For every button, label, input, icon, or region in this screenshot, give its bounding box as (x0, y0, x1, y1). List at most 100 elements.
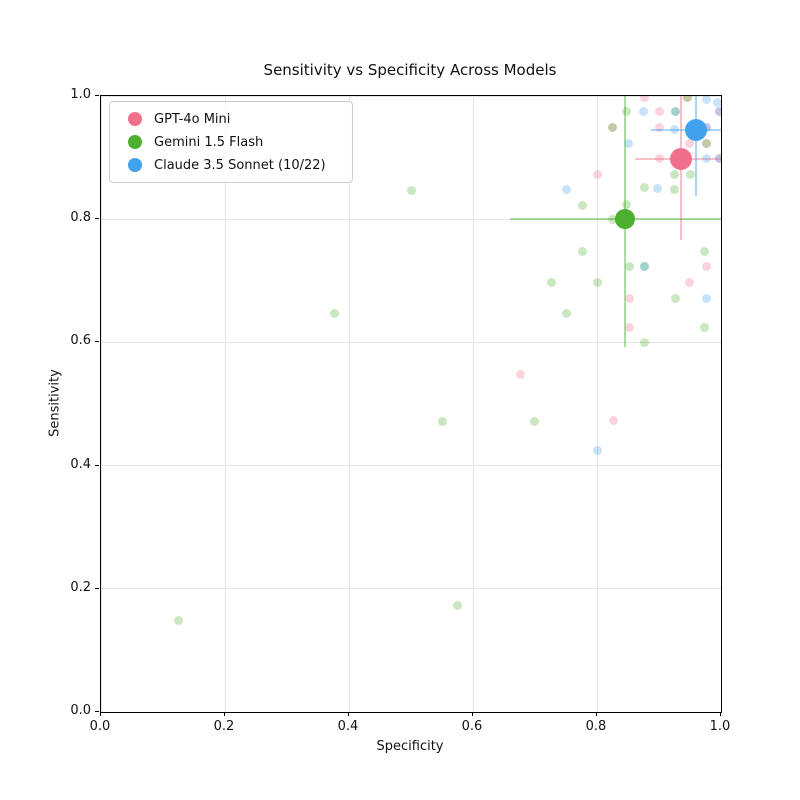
y-tick-label: 1.0 (70, 87, 91, 102)
scatter-point-claude-3-5-sonnet-10-22 (561, 185, 571, 195)
scatter-point-gpt-4o-mini (702, 138, 712, 148)
y-tick-label: 0.0 (70, 703, 91, 718)
scatter-point-gemini-1-5-flash (529, 416, 539, 426)
x-tick (224, 712, 225, 716)
scatter-point-gemini-1-5-flash (699, 246, 709, 256)
x-tick (720, 712, 721, 716)
y-gridline (101, 711, 721, 712)
scatter-point-gemini-1-5-flash (406, 185, 416, 195)
mean-marker-claude-3-5-sonnet-10-22 (685, 118, 708, 141)
scatter-point-claude-3-5-sonnet-10-22 (714, 106, 721, 116)
x-tick (472, 712, 473, 716)
y-tick-label: 0.8 (70, 210, 91, 226)
scatter-point-gemini-1-5-flash (562, 308, 572, 318)
legend: GPT-4o Mini Gemini 1.5 Flash Claude 3.5 So… (109, 101, 353, 183)
scatter-point-claude-3-5-sonnet-10-22 (653, 183, 663, 193)
scatter-point-gemini-1-5-flash (437, 416, 447, 426)
y-gridline (101, 96, 721, 97)
scatter-point-gemini-1-5-flash (685, 169, 695, 179)
y-gridline (101, 218, 721, 220)
y-tick (95, 464, 99, 466)
scatter-point-gemini-1-5-flash (670, 185, 679, 195)
legend-marker-icon (128, 135, 142, 149)
scatter-point-gemini-1-5-flash (453, 600, 462, 610)
y-gridline (101, 341, 721, 343)
scatter-point-gemini-1-5-flash (592, 278, 602, 288)
scatter-point-gemini-1-5-flash (608, 214, 617, 224)
legend-label: Claude 3.5 Sonnet (10/22) (154, 157, 326, 173)
x-tick (348, 712, 349, 716)
scatter-point-gpt-4o-mini (684, 278, 694, 288)
scatter-point-gemini-1-5-flash (329, 308, 339, 318)
scatter-point-gpt-4o-mini (624, 293, 634, 303)
scatter-point-gemini-1-5-flash (621, 106, 631, 116)
scatter-point-gemini-1-5-flash (702, 138, 712, 148)
mean-marker-gpt-4o-mini (669, 147, 692, 170)
scatter-point-claude-3-5-sonnet-10-22 (713, 97, 721, 107)
y-tick (95, 218, 99, 220)
scatter-point-gemini-1-5-flash (624, 261, 634, 271)
scatter-point-claude-3-5-sonnet-10-22 (670, 125, 679, 135)
scatter-point-gemini-1-5-flash (577, 246, 587, 256)
scatter-point-claude-3-5-sonnet-10-22 (624, 138, 634, 148)
scatter-point-gpt-4o-mini (714, 154, 721, 164)
scatter-point-gemini-1-5-flash (578, 201, 588, 211)
scatter-point-gpt-4o-mini (639, 96, 649, 102)
x-gridline (720, 96, 721, 712)
scatter-point-claude-3-5-sonnet-10-22 (702, 154, 712, 164)
scatter-point-claude-3-5-sonnet-10-22 (670, 106, 680, 116)
y-axis-label: Sensitivity (47, 369, 63, 437)
scatter-point-gemini-1-5-flash (670, 106, 680, 116)
scatter-point-gpt-4o-mini (684, 138, 694, 148)
y-tick-label: 0.2 (70, 579, 91, 595)
y-gridline (101, 465, 721, 467)
scatter-point-claude-3-5-sonnet-10-22 (714, 154, 721, 164)
scatter-point-gpt-4o-mini (593, 169, 603, 179)
x-axis-label: Specificity (376, 739, 444, 754)
legend-entry-1: Gemini 1.5 Flash (120, 134, 340, 150)
x-tick-label: 0.8 (585, 719, 607, 734)
scatter-point-gemini-1-5-flash (639, 183, 649, 193)
error-bar-vertical-claude-3-5-sonnet-10-22 (695, 96, 698, 196)
x-gridline (596, 96, 598, 712)
chart-title: Sensitivity vs Specificity Across Models (263, 61, 557, 79)
scatter-point-gemini-1-5-flash (639, 261, 649, 271)
x-tick (100, 712, 101, 716)
scatter-point-gpt-4o-mini (655, 154, 665, 164)
x-tick-label: 0.0 (89, 719, 111, 734)
x-tick-label: 0.4 (337, 719, 359, 734)
legend-entry-0: GPT-4o Mini (120, 111, 340, 127)
legend-marker-icon (128, 112, 142, 126)
scatter-point-gpt-4o-mini (714, 106, 721, 116)
scatter-point-gpt-4o-mini (701, 261, 711, 271)
scatter-point-gemini-1-5-flash (670, 293, 680, 303)
scatter-point-claude-3-5-sonnet-10-22 (702, 96, 712, 104)
scatter-point-gemini-1-5-flash (699, 322, 709, 332)
scatter-point-claude-3-5-sonnet-10-22 (639, 261, 649, 271)
y-tick (95, 711, 99, 712)
scatter-point-gpt-4o-mini (655, 122, 665, 132)
x-tick (596, 712, 597, 716)
scatter-point-gpt-4o-mini (624, 323, 634, 333)
x-gridline (224, 96, 226, 712)
legend-entry-2: Claude 3.5 Sonnet (10/22) (120, 157, 340, 173)
scatter-point-gpt-4o-mini (683, 96, 693, 102)
x-gridline (348, 96, 350, 712)
scatter-point-gemini-1-5-flash (670, 169, 679, 179)
y-tick (95, 341, 99, 343)
scatter-point-gemini-1-5-flash (546, 278, 556, 288)
scatter-point-gemini-1-5-flash (683, 96, 693, 102)
x-gridline (472, 96, 474, 712)
legend-label: GPT-4o Mini (154, 111, 231, 127)
y-tick-label: 0.6 (70, 333, 91, 349)
scatter-point-gemini-1-5-flash (622, 199, 632, 209)
plot-area: GPT-4o Mini Gemini 1.5 Flash Claude 3.5 So… (100, 95, 722, 713)
legend-label: Gemini 1.5 Flash (154, 134, 264, 150)
scatter-point-gpt-4o-mini (608, 122, 617, 132)
scatter-point-claude-3-5-sonnet-10-22 (639, 106, 648, 116)
y-tick (95, 95, 99, 96)
y-tick-label: 0.4 (70, 456, 91, 472)
y-gridline (101, 588, 721, 590)
mean-marker-gemini-1-5-flash (614, 209, 635, 230)
